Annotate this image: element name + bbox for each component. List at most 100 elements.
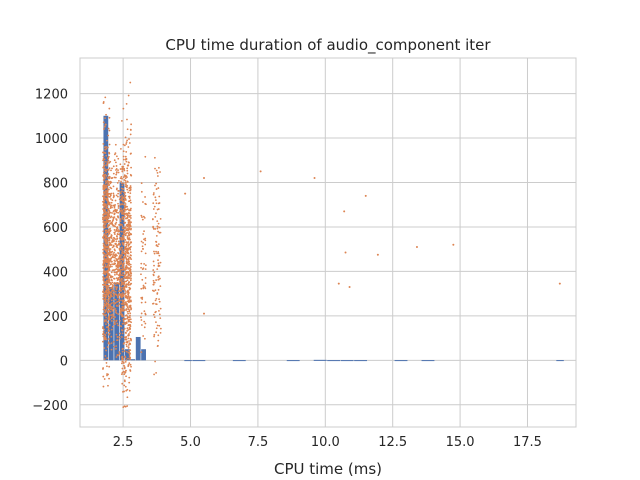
scatter-point bbox=[103, 167, 106, 170]
scatter-point bbox=[125, 343, 128, 346]
x-tick-label: 12.5 bbox=[378, 435, 407, 450]
scatter-point bbox=[116, 187, 118, 190]
scatter-point bbox=[115, 243, 117, 246]
scatter-point bbox=[130, 338, 132, 341]
scatter-point bbox=[102, 151, 105, 154]
plot-frame bbox=[79, 57, 577, 428]
scatter-point bbox=[128, 226, 130, 229]
scatter-point bbox=[129, 251, 132, 254]
scatter-point bbox=[118, 198, 121, 201]
scatter-point bbox=[153, 264, 155, 267]
scatter-point bbox=[127, 299, 130, 302]
scatter-point bbox=[116, 336, 119, 338]
scatter-point bbox=[115, 226, 118, 229]
scatter-point bbox=[122, 257, 125, 260]
scatter-point bbox=[122, 107, 125, 110]
scatter-point bbox=[125, 150, 128, 153]
scatter-point bbox=[121, 225, 124, 228]
scatter-point bbox=[110, 314, 113, 316]
scatter-point bbox=[128, 316, 131, 319]
scatter-point bbox=[140, 190, 143, 193]
scatter-point bbox=[155, 182, 158, 185]
scatter-point bbox=[115, 228, 118, 231]
scatter-point bbox=[114, 283, 117, 286]
scatter-point bbox=[157, 243, 160, 246]
scatter-point bbox=[117, 282, 119, 285]
scatter-point bbox=[124, 385, 127, 388]
scatter-point bbox=[108, 152, 111, 155]
scatter-point bbox=[122, 150, 125, 153]
scatter-point bbox=[127, 164, 130, 166]
scatter-point bbox=[152, 226, 155, 229]
scatter-point bbox=[102, 242, 105, 245]
scatter-point bbox=[153, 335, 155, 338]
x-tick-label: 2.5 bbox=[113, 435, 134, 450]
scatter-point bbox=[124, 356, 127, 359]
scatter-point bbox=[105, 313, 107, 316]
scatter-point bbox=[156, 245, 159, 248]
scatter-point bbox=[107, 293, 110, 296]
scatter-point bbox=[130, 152, 132, 155]
scatter-point bbox=[151, 218, 154, 221]
scatter-point bbox=[108, 214, 111, 217]
scatter-point bbox=[125, 257, 128, 260]
scatter-point bbox=[116, 233, 119, 235]
scatter-point bbox=[112, 172, 115, 175]
scatter-point bbox=[140, 319, 143, 321]
scatter-point bbox=[110, 317, 113, 320]
scatter-point bbox=[110, 201, 113, 204]
histogram-bar bbox=[327, 360, 341, 362]
scatter-point bbox=[124, 181, 127, 184]
scatter-point bbox=[126, 128, 129, 131]
scatter-point bbox=[105, 323, 107, 326]
scatter-point bbox=[128, 281, 130, 283]
scatter-point bbox=[103, 208, 105, 211]
scatter-point bbox=[104, 263, 107, 266]
scatter-point bbox=[122, 266, 125, 269]
scatter-point bbox=[106, 326, 109, 329]
scatter-point bbox=[103, 128, 105, 130]
scatter-point bbox=[112, 196, 115, 199]
scatter-point bbox=[127, 320, 130, 323]
scatter-point bbox=[126, 310, 129, 313]
scatter-point bbox=[144, 237, 147, 240]
scatter-point bbox=[125, 160, 128, 163]
scatter-point bbox=[104, 254, 107, 257]
scatter-point bbox=[126, 118, 128, 121]
scatter-point bbox=[107, 239, 110, 242]
scatter-point bbox=[107, 188, 110, 191]
scatter-point bbox=[115, 264, 118, 267]
scatter-point bbox=[116, 322, 119, 325]
scatter-point bbox=[126, 317, 129, 320]
scatter-point bbox=[110, 328, 113, 331]
scatter-point bbox=[102, 155, 105, 158]
scatter-point bbox=[113, 233, 116, 236]
scatter-point bbox=[126, 255, 129, 258]
scatter-point bbox=[376, 253, 379, 256]
scatter-point bbox=[143, 217, 146, 219]
scatter-point bbox=[104, 148, 107, 151]
scatter-point bbox=[102, 256, 105, 258]
scatter-point bbox=[129, 221, 132, 223]
scatter-point bbox=[155, 279, 158, 281]
y-tick-label: 600 bbox=[43, 221, 68, 236]
scatter-point bbox=[103, 337, 106, 340]
scatter-point bbox=[110, 237, 113, 240]
scatter-point bbox=[123, 199, 126, 201]
scatter-point bbox=[112, 217, 115, 220]
scatter-point bbox=[145, 203, 147, 206]
scatter-point bbox=[107, 338, 110, 340]
scatter-point bbox=[121, 230, 123, 233]
scatter-point bbox=[130, 308, 132, 311]
scatter-point bbox=[109, 248, 112, 250]
scatter-point bbox=[119, 168, 122, 170]
scatter-point bbox=[105, 253, 108, 256]
scatter-point bbox=[127, 260, 130, 262]
scatter-point bbox=[121, 294, 124, 297]
scatter-point bbox=[159, 331, 162, 334]
scatter-point bbox=[115, 257, 118, 260]
scatter-point bbox=[120, 180, 122, 183]
scatter-point bbox=[119, 289, 122, 292]
scatter-point bbox=[115, 240, 118, 243]
scatter-point bbox=[115, 259, 118, 262]
